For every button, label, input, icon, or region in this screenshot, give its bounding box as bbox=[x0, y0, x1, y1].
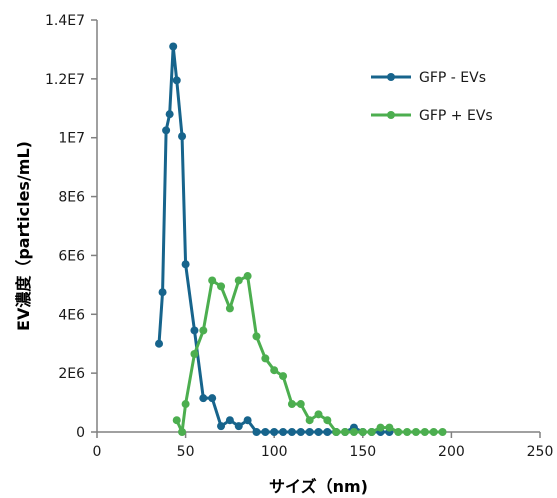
data-point bbox=[411, 428, 420, 436]
series-layer bbox=[155, 42, 447, 436]
data-point bbox=[217, 422, 226, 431]
legend-swatch-marker bbox=[387, 73, 395, 81]
data-point bbox=[403, 428, 412, 436]
data-point bbox=[341, 428, 350, 436]
x-tick-label: 50 bbox=[177, 444, 195, 460]
data-point bbox=[358, 428, 367, 436]
data-point bbox=[270, 366, 279, 375]
x-tick-label: 200 bbox=[438, 444, 465, 460]
data-point bbox=[287, 428, 296, 436]
data-point bbox=[261, 354, 270, 363]
series-2 bbox=[172, 272, 447, 436]
y-tick-label: 6E6 bbox=[58, 248, 85, 264]
data-point bbox=[172, 416, 181, 425]
data-point bbox=[270, 428, 279, 436]
data-point bbox=[234, 276, 243, 285]
y-tick-label: 1.4E7 bbox=[45, 13, 85, 29]
data-point bbox=[429, 428, 438, 436]
legend-item: GFP - EVs bbox=[371, 70, 486, 86]
data-point bbox=[438, 428, 447, 436]
data-point bbox=[305, 416, 314, 425]
y-tick-label: 0 bbox=[76, 425, 85, 441]
legend-item: GFP + EVs bbox=[371, 108, 493, 124]
data-point bbox=[190, 326, 199, 335]
data-point bbox=[394, 428, 403, 436]
data-point bbox=[252, 428, 261, 436]
x-tick-label: 100 bbox=[261, 444, 288, 460]
data-point bbox=[165, 110, 174, 119]
data-point bbox=[367, 428, 376, 436]
data-point bbox=[349, 428, 358, 436]
data-point bbox=[225, 416, 234, 425]
data-point bbox=[225, 304, 234, 313]
data-point bbox=[261, 428, 270, 436]
data-point bbox=[190, 350, 199, 359]
x-axis-title: サイズ（nm) bbox=[269, 477, 368, 496]
legend-label: GFP - EVs bbox=[419, 70, 486, 86]
data-point bbox=[243, 272, 252, 281]
data-point bbox=[385, 423, 394, 432]
y-axis-ticks: 0 2E6 4E6 6E6 8E6 1E7 1.2E7 1.4E7 bbox=[45, 13, 97, 441]
data-point bbox=[314, 428, 323, 436]
data-point bbox=[158, 288, 167, 297]
y-tick-label: 2E6 bbox=[58, 366, 85, 382]
data-point bbox=[178, 428, 187, 436]
y-tick-label: 1E7 bbox=[58, 131, 85, 147]
legend: GFP - EVs GFP + EVs bbox=[371, 70, 493, 124]
plot-area: 0 50 100 150 200 250 0 2E6 4E6 6E6 8E6 1E7 1.2E7 1.4… bbox=[45, 13, 553, 460]
legend-swatch-marker bbox=[387, 111, 395, 119]
x-tick-label: 0 bbox=[93, 444, 102, 460]
data-point bbox=[155, 339, 164, 348]
data-point bbox=[314, 410, 323, 419]
data-point bbox=[279, 372, 288, 381]
data-point bbox=[199, 394, 208, 403]
y-tick-label: 8E6 bbox=[58, 190, 85, 206]
data-point bbox=[287, 400, 296, 409]
y-tick-label: 1.2E7 bbox=[45, 72, 85, 88]
data-point bbox=[252, 332, 261, 341]
data-point bbox=[172, 76, 181, 85]
data-point bbox=[208, 394, 217, 403]
x-axis-ticks: 0 50 100 150 200 250 bbox=[93, 432, 554, 460]
data-point bbox=[305, 428, 314, 436]
data-point bbox=[169, 42, 178, 51]
y-tick-label: 4E6 bbox=[58, 307, 85, 323]
data-point bbox=[376, 423, 385, 432]
data-point bbox=[162, 126, 171, 135]
data-point bbox=[323, 428, 332, 436]
data-point bbox=[323, 416, 332, 425]
data-point bbox=[181, 400, 190, 409]
x-tick-label: 250 bbox=[527, 444, 554, 460]
data-point bbox=[279, 428, 288, 436]
data-point bbox=[181, 260, 190, 269]
data-point bbox=[420, 428, 429, 436]
data-point bbox=[234, 422, 243, 431]
data-point bbox=[332, 428, 341, 436]
data-point bbox=[243, 416, 252, 425]
data-point bbox=[296, 400, 305, 409]
legend-label: GFP + EVs bbox=[419, 108, 493, 124]
x-tick-label: 150 bbox=[349, 444, 376, 460]
data-point bbox=[208, 276, 217, 285]
data-point bbox=[296, 428, 305, 436]
data-point bbox=[199, 326, 208, 335]
data-point bbox=[178, 132, 187, 141]
y-axis-title: EV濃度（particles/mL) bbox=[14, 141, 33, 331]
data-point bbox=[217, 282, 226, 291]
